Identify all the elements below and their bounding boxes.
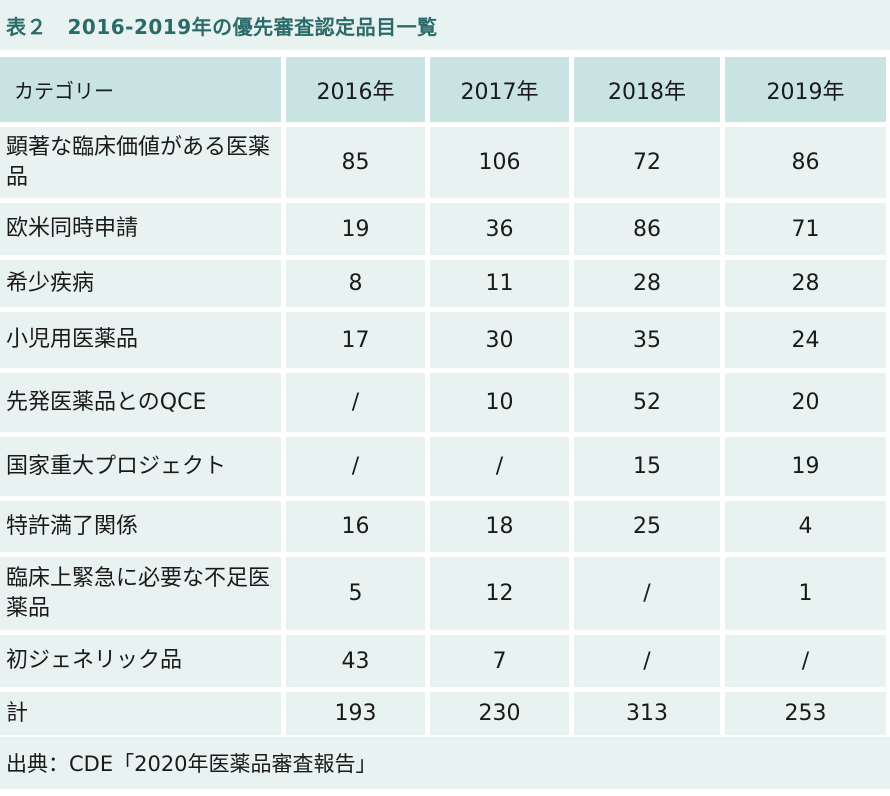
table-row: 臨床上緊急に必要な不足医薬品 5 12 / 1 (0, 557, 886, 630)
cell-value: 15 (574, 437, 720, 496)
table-row: 顕著な臨床価値がある医薬品 85 106 72 86 (0, 127, 886, 198)
cell-value: 19 (286, 203, 425, 255)
cell-value: / (286, 437, 425, 496)
cell-value: 10 (430, 373, 569, 432)
cell-value: / (574, 557, 720, 630)
cell-value: / (725, 635, 886, 687)
cell-value: 20 (725, 373, 886, 432)
cell-value: 4 (725, 501, 886, 552)
source-note: 出典：CDE「2020年医薬品審査報告」 (0, 737, 890, 789)
cell-value: / (286, 373, 425, 432)
cell-value: / (430, 437, 569, 496)
cell-value: 11 (430, 260, 569, 307)
row-category: 欧米同時申請 (0, 203, 281, 255)
cell-value: 12 (430, 557, 569, 630)
cell-value: / (574, 635, 720, 687)
row-category: 先発医薬品とのQCE (0, 373, 281, 432)
cell-value: 230 (430, 692, 569, 735)
row-category: 初ジェネリック品 (0, 635, 281, 687)
table-row-total: 計 193 230 313 253 (0, 692, 886, 735)
cell-value: 36 (430, 203, 569, 255)
cell-value: 193 (286, 692, 425, 735)
cell-value: 16 (286, 501, 425, 552)
table-row: 特許満了関係 16 18 25 4 (0, 501, 886, 552)
row-category: 希少疾病 (0, 260, 281, 307)
cell-value: 253 (725, 692, 886, 735)
cell-value: 18 (430, 501, 569, 552)
cell-value: 85 (286, 127, 425, 198)
cell-value: 52 (574, 373, 720, 432)
table-row: 希少疾病 8 11 28 28 (0, 260, 886, 307)
row-category: 臨床上緊急に必要な不足医薬品 (0, 557, 281, 630)
header-category: カテゴリー (0, 57, 281, 122)
cell-value: 106 (430, 127, 569, 198)
cell-value: 17 (286, 312, 425, 368)
header-year-2019: 2019年 (725, 57, 886, 122)
cell-value: 86 (725, 127, 886, 198)
table-row: 欧米同時申請 19 36 86 71 (0, 203, 886, 255)
cell-value: 313 (574, 692, 720, 735)
cell-value: 1 (725, 557, 886, 630)
cell-value: 35 (574, 312, 720, 368)
cell-value: 24 (725, 312, 886, 368)
cell-value: 19 (725, 437, 886, 496)
header-year-2017: 2017年 (430, 57, 569, 122)
table-row: 国家重大プロジェクト / / 15 19 (0, 437, 886, 496)
row-category: 計 (0, 692, 281, 735)
cell-value: 7 (430, 635, 569, 687)
data-table: カテゴリー 2016年 2017年 2018年 2019年 顕著な臨床価値がある… (0, 52, 890, 740)
row-category: 顕著な臨床価値がある医薬品 (0, 127, 281, 198)
row-category: 小児用医薬品 (0, 312, 281, 368)
row-category: 特許満了関係 (0, 501, 281, 552)
table-row: 先発医薬品とのQCE / 10 52 20 (0, 373, 886, 432)
cell-value: 43 (286, 635, 425, 687)
cell-value: 72 (574, 127, 720, 198)
cell-value: 8 (286, 260, 425, 307)
cell-value: 30 (430, 312, 569, 368)
table-row: 初ジェネリック品 43 7 / / (0, 635, 886, 687)
row-category: 国家重大プロジェクト (0, 437, 281, 496)
header-year-2016: 2016年 (286, 57, 425, 122)
cell-value: 86 (574, 203, 720, 255)
cell-value: 71 (725, 203, 886, 255)
cell-value: 5 (286, 557, 425, 630)
table-title: 表２ 2016-2019年の優先審査認定品目一覧 (0, 0, 890, 50)
cell-value: 28 (725, 260, 886, 307)
header-row: カテゴリー 2016年 2017年 2018年 2019年 (0, 57, 886, 122)
header-year-2018: 2018年 (574, 57, 720, 122)
cell-value: 25 (574, 501, 720, 552)
cell-value: 28 (574, 260, 720, 307)
table-row: 小児用医薬品 17 30 35 24 (0, 312, 886, 368)
